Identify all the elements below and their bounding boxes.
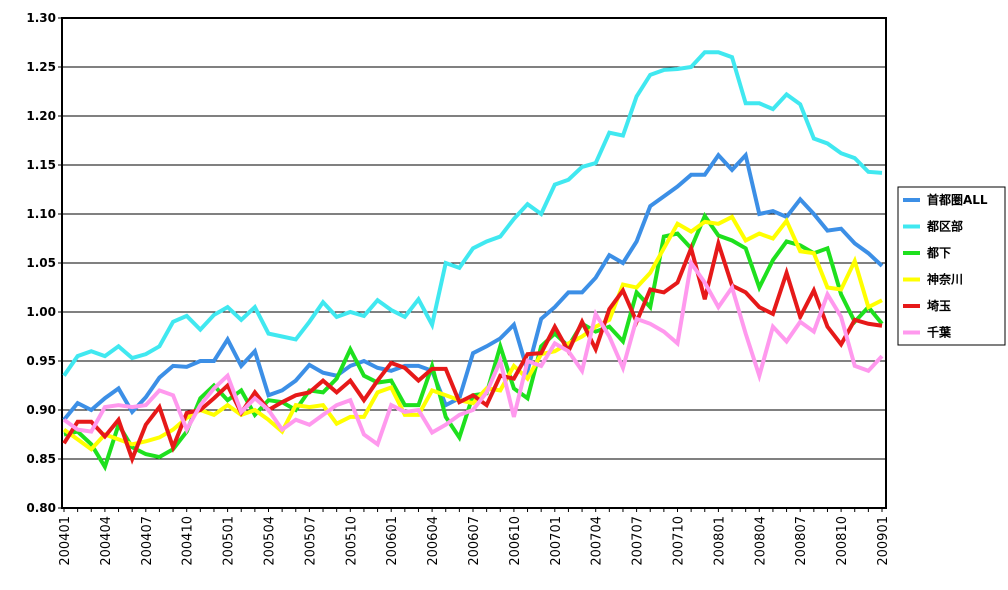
legend-label: 都下 — [926, 245, 951, 260]
y-tick-label: 0.85 — [26, 452, 56, 466]
y-tick-label: 0.95 — [26, 354, 56, 368]
series-line — [62, 236, 883, 465]
x-tick-label: 200710 — [672, 516, 687, 566]
x-tick-label: 200801 — [712, 516, 727, 566]
x-tick-label: 200901 — [876, 516, 891, 566]
y-tick-label: 1.25 — [26, 60, 56, 74]
legend-label: 神奈川 — [927, 272, 963, 287]
legend-label: 埼玉 — [927, 298, 951, 313]
x-tick-label: 200601 — [385, 516, 400, 566]
x-tick-label: 200607 — [467, 516, 482, 566]
legend-label: 千葉 — [927, 325, 952, 340]
y-tick-label: 1.30 — [26, 11, 56, 25]
x-tick-label: 200404 — [99, 516, 114, 566]
x-tick-label: 200704 — [590, 516, 605, 566]
y-tick-label: 1.10 — [26, 207, 56, 221]
x-tick-label: 200410 — [181, 516, 196, 566]
x-tick-label: 200401 — [58, 516, 73, 566]
y-tick-label: 1.15 — [26, 158, 56, 172]
legend-label: 都区部 — [926, 219, 963, 234]
legend-label: 首都圏ALL — [927, 192, 988, 207]
series-line — [62, 151, 884, 422]
x-tick-label: 200504 — [263, 516, 278, 566]
x-tick-label: 200407 — [140, 516, 155, 566]
x-tick-label: 200701 — [549, 516, 564, 566]
series-line — [62, 50, 883, 377]
x-tick-label: 200807 — [794, 516, 809, 566]
series-line — [62, 257, 884, 448]
x-tick-label: 200507 — [303, 516, 318, 566]
y-tick-label: 0.90 — [26, 403, 56, 417]
y-tick-label: 1.00 — [26, 305, 56, 319]
y-tick-label: 0.80 — [26, 501, 56, 515]
x-tick-label: 200510 — [344, 516, 359, 566]
legend-box — [897, 186, 1006, 346]
y-tick-label: 1.20 — [26, 109, 56, 123]
y-tick-label: 1.05 — [26, 256, 56, 270]
x-tick-label: 200804 — [753, 516, 768, 566]
x-tick-label: 200707 — [631, 516, 646, 566]
x-tick-label: 200604 — [426, 516, 441, 566]
x-tick-label: 200610 — [508, 516, 523, 566]
x-tick-label: 200810 — [835, 516, 850, 566]
x-tick-label: 200501 — [222, 516, 237, 566]
